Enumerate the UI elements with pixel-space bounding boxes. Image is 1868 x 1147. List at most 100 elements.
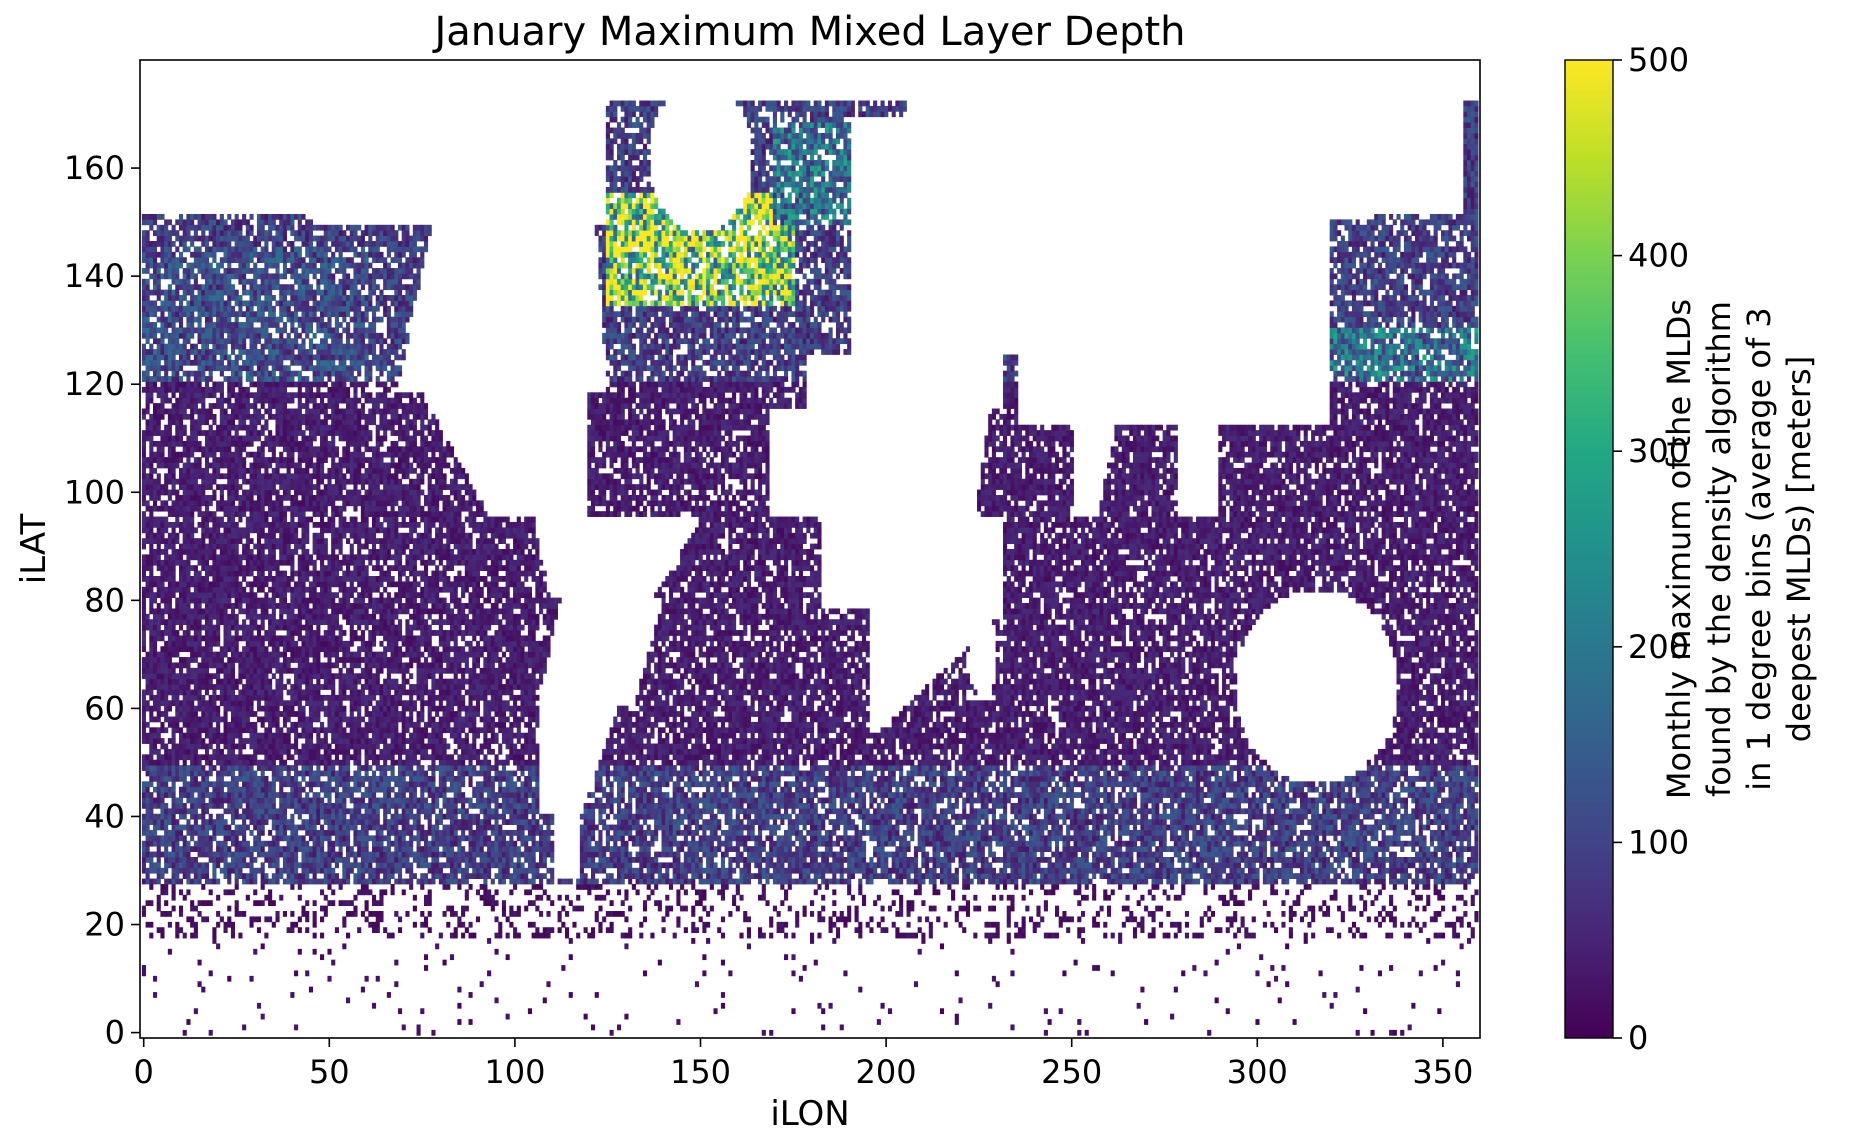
heatmap-cell bbox=[428, 852, 432, 858]
heatmap-cell bbox=[1300, 868, 1304, 874]
heatmap-cell bbox=[1040, 825, 1044, 831]
heatmap-cell bbox=[650, 868, 654, 874]
heatmap-cell bbox=[1137, 830, 1141, 836]
heatmap-cell bbox=[1107, 819, 1111, 825]
heatmap-cell bbox=[543, 830, 547, 836]
heatmap-cell bbox=[624, 889, 628, 895]
heatmap-cell bbox=[1048, 879, 1052, 885]
heatmap-cell bbox=[1085, 862, 1089, 868]
heatmap-cell bbox=[1452, 906, 1456, 912]
heatmap-cell bbox=[710, 862, 714, 868]
heatmap-cell bbox=[398, 830, 402, 836]
heatmap-cell bbox=[309, 819, 313, 825]
heatmap-cell bbox=[628, 906, 632, 912]
heatmap-cell bbox=[264, 819, 268, 825]
heatmap-cell bbox=[264, 916, 268, 922]
heatmap-cell bbox=[454, 927, 458, 933]
heatmap-cell bbox=[1029, 852, 1033, 858]
heatmap-cell bbox=[480, 862, 484, 868]
heatmap-cell bbox=[1393, 857, 1397, 863]
heatmap-cell bbox=[1252, 873, 1256, 879]
heatmap-cell bbox=[817, 819, 821, 825]
heatmap-cell bbox=[1166, 846, 1170, 852]
heatmap-cell bbox=[1263, 835, 1267, 841]
heatmap-cell bbox=[1100, 825, 1104, 831]
heatmap-cell bbox=[294, 841, 298, 847]
heatmap-cell bbox=[1311, 868, 1315, 874]
heatmap-cell bbox=[1152, 933, 1156, 939]
heatmap-cell bbox=[1441, 819, 1445, 825]
heatmap-cell bbox=[543, 857, 547, 863]
heatmap-cell bbox=[736, 884, 740, 890]
heatmap-cell bbox=[160, 884, 164, 890]
heatmap-cell bbox=[379, 830, 383, 836]
heatmap-cell bbox=[799, 857, 803, 863]
heatmap-cell bbox=[955, 1019, 959, 1025]
heatmap-cell bbox=[146, 835, 150, 841]
heatmap-cell bbox=[1140, 927, 1144, 933]
heatmap-cell bbox=[632, 873, 636, 879]
heatmap-cell bbox=[895, 933, 899, 939]
heatmap-cell bbox=[172, 895, 176, 901]
heatmap-cell bbox=[431, 825, 435, 831]
heatmap-cell bbox=[1129, 819, 1133, 825]
heatmap-cell bbox=[532, 868, 536, 874]
heatmap-cell bbox=[728, 857, 732, 863]
heatmap-cell bbox=[1289, 933, 1293, 939]
heatmap-cell bbox=[550, 841, 554, 847]
heatmap-cell bbox=[394, 852, 398, 858]
heatmap-cell bbox=[1059, 922, 1063, 928]
heatmap-cell bbox=[439, 933, 443, 939]
heatmap-cell bbox=[194, 846, 198, 852]
heatmap-cell bbox=[383, 814, 387, 820]
heatmap-cell bbox=[1456, 819, 1460, 825]
heatmap-cell bbox=[743, 841, 747, 847]
heatmap-cell bbox=[1274, 819, 1278, 825]
heatmap-cell bbox=[257, 852, 261, 858]
heatmap-cell bbox=[231, 862, 235, 868]
heatmap-cell bbox=[806, 819, 810, 825]
heatmap-cell bbox=[624, 933, 628, 939]
heatmap-cell bbox=[298, 927, 302, 933]
heatmap-cell bbox=[528, 900, 532, 906]
heatmap-cell bbox=[1326, 862, 1330, 868]
heatmap-cell bbox=[498, 835, 502, 841]
heatmap-cell bbox=[1126, 852, 1130, 858]
heatmap-cell bbox=[621, 841, 625, 847]
heatmap-cell bbox=[1111, 862, 1115, 868]
heatmap-cell bbox=[1103, 835, 1107, 841]
heatmap-cell bbox=[691, 830, 695, 836]
heatmap-cell bbox=[1181, 868, 1185, 874]
heatmap-cell bbox=[996, 922, 1000, 928]
heatmap-cell bbox=[1385, 825, 1389, 831]
heatmap-cell bbox=[361, 857, 365, 863]
heatmap-cell bbox=[799, 852, 803, 858]
heatmap-cell bbox=[1025, 862, 1029, 868]
heatmap-cell bbox=[932, 906, 936, 912]
heatmap-cell bbox=[710, 841, 714, 847]
heatmap-cell bbox=[491, 852, 495, 858]
heatmap-cell bbox=[1092, 889, 1096, 895]
heatmap-cell bbox=[372, 895, 376, 901]
heatmap-cell bbox=[647, 814, 651, 820]
heatmap-cell bbox=[1092, 965, 1096, 971]
heatmap-cell bbox=[702, 830, 706, 836]
heatmap-cell bbox=[558, 916, 562, 922]
heatmap-cell bbox=[246, 862, 250, 868]
heatmap-cell bbox=[639, 814, 643, 820]
heatmap-cell bbox=[238, 873, 242, 879]
heatmap-cell bbox=[431, 852, 435, 858]
heatmap-cell bbox=[535, 819, 539, 825]
heatmap-cell bbox=[387, 868, 391, 874]
heatmap-cell bbox=[1363, 841, 1367, 847]
heatmap-cell bbox=[1100, 841, 1104, 847]
heatmap-cell bbox=[480, 873, 484, 879]
heatmap-cell bbox=[535, 868, 539, 874]
heatmap-cell bbox=[799, 830, 803, 836]
heatmap-cell bbox=[443, 862, 447, 868]
heatmap-cell bbox=[1062, 814, 1066, 820]
heatmap-cell bbox=[1434, 916, 1438, 922]
heatmap-cell bbox=[353, 835, 357, 841]
heatmap-cell bbox=[383, 825, 387, 831]
heatmap-cell bbox=[814, 808, 818, 814]
